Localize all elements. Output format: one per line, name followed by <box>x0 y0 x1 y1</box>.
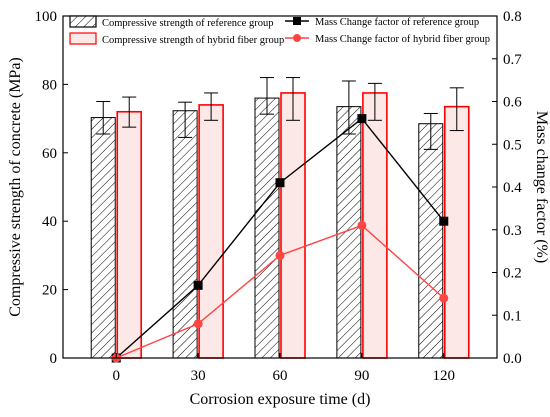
y-right-tick-label: 0.6 <box>503 95 522 111</box>
legend-item-2: Compressive strength of hybrid fiber gro… <box>69 32 284 46</box>
bar-hybrid-90 <box>362 92 388 359</box>
bar-hybrid-60 <box>280 92 306 359</box>
bar-reference-0 <box>90 117 116 359</box>
bar-reference-30 <box>172 110 198 359</box>
legend-item-4: Mass Change factor of hybrid fiber group <box>285 34 490 45</box>
x-tick-label: 90 <box>354 368 369 384</box>
bar-hybrid-0 <box>116 110 143 359</box>
point-hybrid-120 <box>439 293 449 303</box>
legend-marker <box>293 17 301 25</box>
y-left-tick-label: 100 <box>35 9 58 25</box>
y-right-tick-label: 0.8 <box>503 9 522 25</box>
point-hybrid-60 <box>275 250 285 260</box>
point-reference-60 <box>275 178 285 188</box>
bar-hybrid-30 <box>198 104 224 359</box>
x-tick-label: 0 <box>112 368 120 384</box>
bar-reference-60 <box>254 97 280 359</box>
y-left-tick-label: 60 <box>42 146 57 162</box>
y-right-tick-label: 0.2 <box>503 266 522 282</box>
point-reference-90 <box>357 114 367 124</box>
x-tick-label: 30 <box>191 368 206 384</box>
y-left-tick-label: 20 <box>42 283 57 299</box>
point-reference-30 <box>193 280 203 290</box>
line-hybrid-mass-change <box>115 224 445 359</box>
y-left-tick-label: 80 <box>42 77 57 93</box>
y-right-tick-label: 0.1 <box>503 308 522 324</box>
legend-swatch <box>69 32 97 45</box>
x-tick-label: 120 <box>433 368 456 384</box>
legend-swatch <box>69 15 97 28</box>
legend-item-1: Compressive strength of reference group <box>69 15 273 29</box>
y-left-tick-label: 0 <box>50 351 58 367</box>
y-right-tick-label: 0.7 <box>503 52 522 68</box>
y-left-tick-label: 40 <box>42 214 57 230</box>
point-hybrid-90 <box>357 220 367 230</box>
legend-label: Mass Change factor of hybrid fiber group <box>315 34 490 45</box>
legend-label: Compressive strength of reference group <box>102 18 273 29</box>
legend-label: Compressive strength of hybrid fiber gro… <box>102 35 284 46</box>
bar-reference-120 <box>418 123 444 359</box>
y-right-tick-label: 0.3 <box>503 223 522 239</box>
bar-hybrid-120 <box>443 105 470 359</box>
legend-item-3: Mass Change factor of reference group <box>285 17 479 28</box>
point-reference-120 <box>439 216 449 226</box>
y-right-axis-title: Mass change factor (%) <box>533 111 550 263</box>
y-right-tick-label: 0.5 <box>503 137 522 153</box>
point-hybrid-30 <box>193 319 203 329</box>
x-tick-label: 60 <box>273 368 288 384</box>
line-reference-mass-change <box>115 117 445 359</box>
bar-reference-90 <box>336 106 362 359</box>
x-axis-title: Corrosion exposure time (d) <box>190 391 371 408</box>
legend-label: Mass Change factor of reference group <box>315 17 479 28</box>
y-right-tick-label: 0.4 <box>503 180 522 196</box>
legend-marker <box>293 34 301 42</box>
y-right-tick-label: 0.0 <box>503 351 522 367</box>
y-left-axis-title: Compressive strength of concrete (MPa) <box>7 57 24 316</box>
